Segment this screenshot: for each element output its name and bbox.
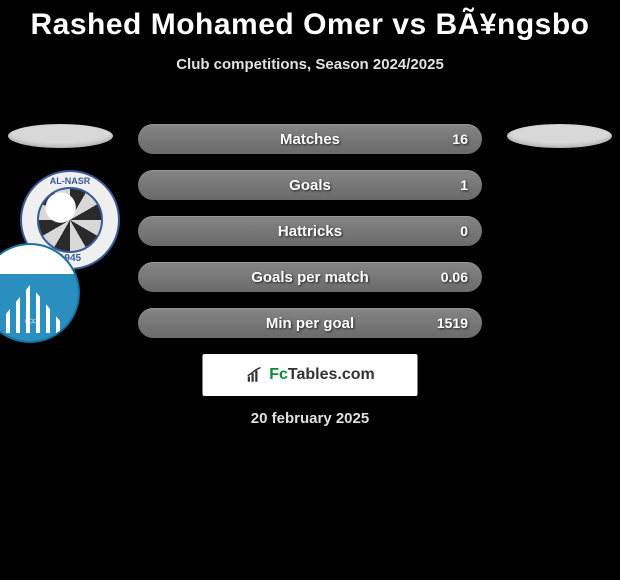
- stat-row-gpm: Goals per match 0.06: [138, 262, 482, 292]
- page-title: Rashed Mohamed Omer vs BÃ¥ngsbo: [0, 0, 620, 42]
- date-text: 20 february 2025: [0, 410, 620, 427]
- stat-label: Min per goal: [138, 308, 482, 338]
- football-icon: [37, 187, 103, 253]
- stat-row-hattricks: Hattricks 0: [138, 216, 482, 246]
- stat-label: Goals: [138, 170, 482, 200]
- stat-label: Hattricks: [138, 216, 482, 246]
- stat-row-mpg: Min per goal 1519: [138, 308, 482, 338]
- left-player-shadow: [8, 124, 113, 148]
- stat-value: 16: [452, 124, 468, 154]
- stat-value: 1519: [437, 308, 468, 338]
- logo-text: FcTables.com: [269, 366, 375, 384]
- page-subtitle: Club competitions, Season 2024/2025: [0, 56, 620, 73]
- stat-value: 0.06: [441, 262, 468, 292]
- right-player-shadow: [507, 124, 612, 148]
- stat-row-goals: Goals 1: [138, 170, 482, 200]
- stat-label: Goals per match: [138, 262, 482, 292]
- stat-value: 0: [460, 216, 468, 246]
- chart-icon: [245, 366, 263, 384]
- stats-bars: Matches 16 Goals 1 Hattricks 0 Goals per…: [138, 124, 482, 354]
- stat-label: Matches: [138, 124, 482, 154]
- stat-row-matches: Matches 16: [138, 124, 482, 154]
- rings-icon: ○○○: [0, 316, 78, 327]
- fctables-logo: FcTables.com: [203, 354, 418, 396]
- left-badge-top-text: AL-NASR: [22, 176, 118, 186]
- stat-value: 1: [460, 170, 468, 200]
